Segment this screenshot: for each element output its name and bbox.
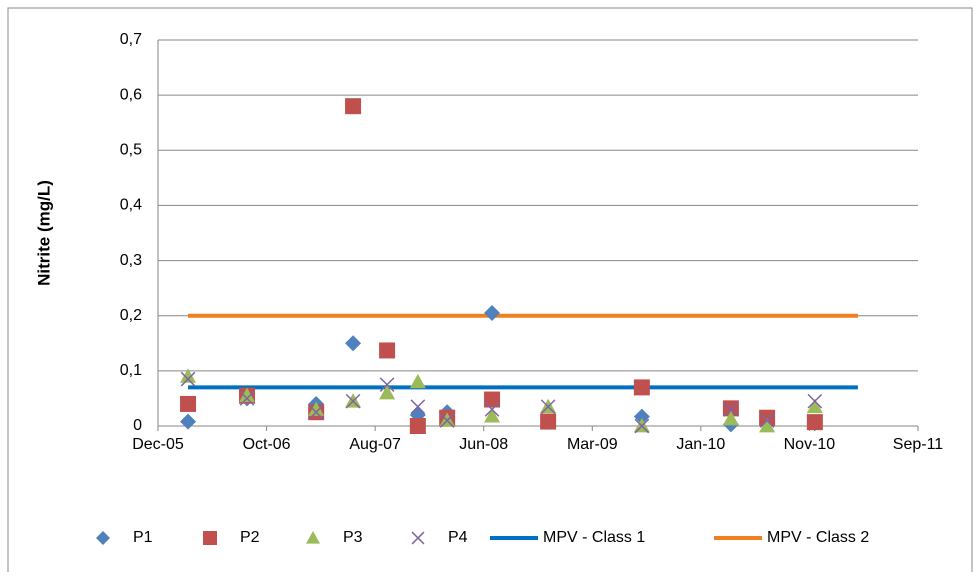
x-tick-label: Mar-09 <box>567 436 618 453</box>
marker-cross <box>345 393 361 409</box>
x-tick-label: Jun-08 <box>459 436 508 453</box>
marker-cross <box>308 404 324 420</box>
x-tick-label: Aug-07 <box>349 436 401 453</box>
marker-square <box>759 409 776 426</box>
marker-diamond <box>96 531 110 545</box>
marker-triangle <box>759 418 776 433</box>
marker-diamond <box>484 304 501 321</box>
marker-triangle <box>308 401 325 416</box>
marker-triangle <box>306 531 320 544</box>
y-tick-label: 0,3 <box>120 252 142 269</box>
legend-label: P4 <box>448 529 468 546</box>
marker-cross <box>411 531 425 545</box>
marker-triangle <box>180 368 197 383</box>
marker-square <box>379 342 396 359</box>
legend-label: P2 <box>240 529 260 546</box>
marker-square <box>484 391 501 408</box>
legend-label: P3 <box>343 529 363 546</box>
marker-cross <box>723 402 739 417</box>
marker-triangle <box>409 373 426 389</box>
marker-cross <box>439 413 455 428</box>
marker-cross <box>410 399 426 415</box>
chart-border <box>7 7 973 577</box>
marker-triangle <box>722 410 739 426</box>
marker-cross <box>379 377 395 392</box>
y-tick-label: 0,4 <box>120 197 142 214</box>
y-axis-label: Nitrite (mg/L) <box>34 180 53 286</box>
y-tick-label: 0,1 <box>120 362 142 379</box>
x-tick-label: Jan-10 <box>676 436 725 453</box>
marker-triangle <box>239 387 256 403</box>
marker-triangle <box>806 398 823 414</box>
y-tick-label: 0,6 <box>120 86 142 103</box>
marker-cross <box>239 391 255 406</box>
marker-diamond <box>633 408 650 425</box>
marker-diamond <box>180 413 197 430</box>
x-tick-label: Dec-05 <box>132 436 184 453</box>
marker-square <box>633 379 650 396</box>
y-tick-label: 0,5 <box>120 142 142 159</box>
marker-cross <box>540 399 556 415</box>
marker-triangle <box>484 408 501 423</box>
legend-label: MPV - Class 2 <box>767 529 869 546</box>
marker-cross <box>180 371 196 387</box>
marker-cross <box>484 402 500 417</box>
x-tick-label: Nov-10 <box>784 436 836 453</box>
marker-diamond <box>345 335 362 352</box>
x-tick-label: Oct-06 <box>243 436 291 453</box>
marker-square <box>345 98 362 115</box>
marker-square <box>409 418 426 434</box>
marker-square <box>180 395 197 412</box>
marker-triangle <box>379 384 396 400</box>
y-tick-label: 0 <box>133 417 142 434</box>
legend-label: MPV - Class 1 <box>543 529 645 546</box>
x-tick-label: Sep-11 <box>893 436 944 453</box>
legend-label: P1 <box>133 529 153 546</box>
y-tick-label: 0,2 <box>120 307 142 324</box>
marker-square <box>722 400 739 417</box>
y-tick-label: 0,7 <box>120 31 142 48</box>
marker-square <box>203 531 217 545</box>
marker-cross <box>759 413 775 428</box>
marker-square <box>806 414 823 431</box>
marker-cross <box>807 393 823 409</box>
marker-cross <box>634 418 650 434</box>
marker-square <box>540 413 557 430</box>
